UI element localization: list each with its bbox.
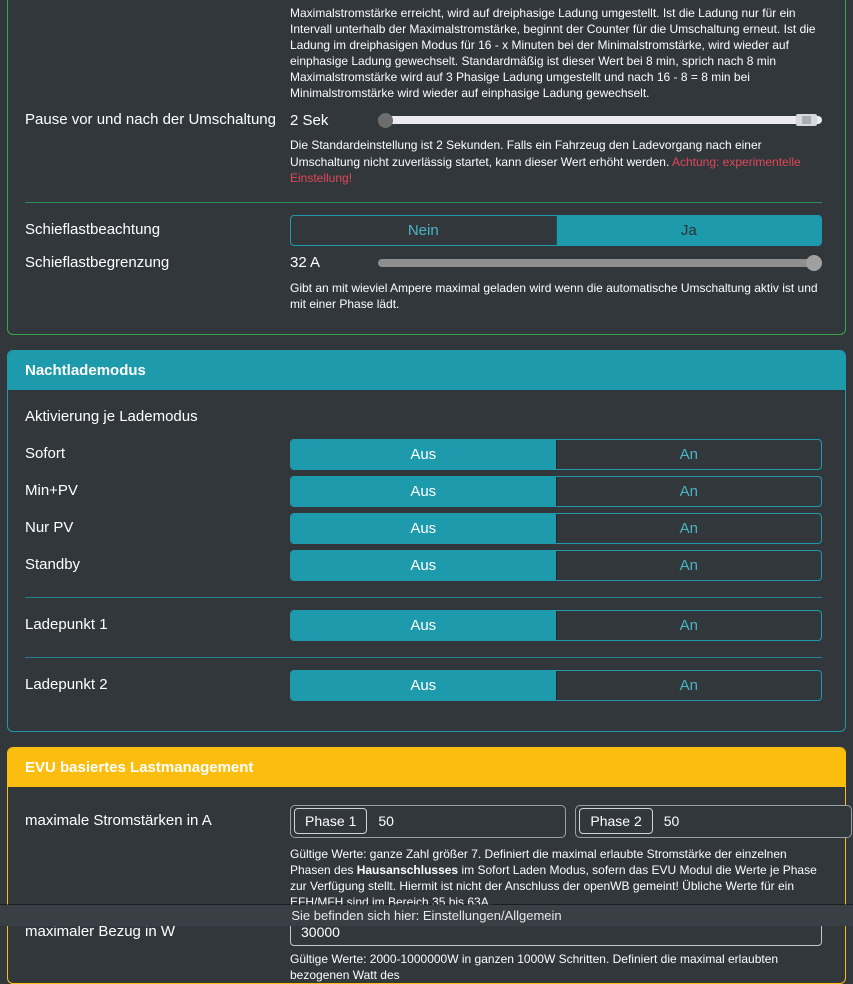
- schieflastbeachtung-control: Nein Ja: [290, 214, 822, 246]
- standby-option-aus[interactable]: Aus: [291, 550, 556, 580]
- toggle-option-ja[interactable]: Ja: [555, 215, 821, 245]
- ladepunkt1-option-aus[interactable]: Aus: [291, 610, 556, 640]
- sofort-option-aus[interactable]: Aus: [291, 439, 556, 469]
- ladepunkt2-label: Ladepunkt 2: [25, 676, 108, 694]
- ladepunkt2-toggle: Aus An: [290, 669, 822, 701]
- pause-label: Pause vor und nach der Umschaltung: [25, 111, 276, 129]
- nurpv-row: Nur PV Aus An: [8, 512, 845, 544]
- phase1-group: Phase 1: [290, 804, 567, 838]
- pause-value: 2 Sek: [290, 111, 329, 129]
- nurpv-toggle: Aus An: [290, 512, 822, 544]
- standby-label: Standby: [25, 556, 81, 574]
- sofort-option-an[interactable]: An: [555, 439, 822, 469]
- schieflastbegrenzung-value: 32 A: [290, 254, 321, 272]
- ladepunkt1-label: Ladepunkt 1: [25, 616, 108, 634]
- minpv-label: Min+PV: [25, 482, 78, 500]
- standby-row: Standby Aus An: [8, 549, 845, 581]
- toggle-option-nein[interactable]: Nein: [407, 221, 439, 239]
- phase-switch-section: Maximalstromstärke erreicht, wird auf dr…: [7, 0, 846, 335]
- bezug-help-partial: Gültige Werte: 2000-1000000W in ganzen 1…: [290, 952, 779, 983]
- schieflastbegrenzung-slider[interactable]: [378, 254, 822, 272]
- schieflastbegrenzung-slider-thumb[interactable]: [806, 254, 822, 271]
- phase2-group: Phase 2: [575, 804, 852, 838]
- pause-help-text: Die Standardeinstellung ist 2 Sekunden. …: [290, 138, 762, 169]
- standby-option-an[interactable]: An: [555, 550, 822, 580]
- stromstaerken-help-pre: Gültige Werte: ganze Zahl größer 7. Defi…: [290, 846, 787, 877]
- green-divider: [25, 201, 822, 203]
- schieflastbeachtung-label: Schieflastbeachtung: [25, 221, 161, 239]
- pause-slider-handle[interactable]: [796, 114, 817, 127]
- nachtlademodus-body: Aktivierung je Lademodus Sofort Aus An M…: [8, 390, 845, 731]
- sofort-label: Sofort: [25, 445, 66, 463]
- minpv-row: Min+PV Aus An: [8, 475, 845, 507]
- breadcrumb: Sie befinden sich hier: Einstellungen/Al…: [291, 908, 562, 923]
- slider-grip-icon: [802, 116, 811, 125]
- minpv-toggle: Aus An: [290, 475, 822, 507]
- ladepunkt1-toggle: Aus An: [290, 609, 822, 641]
- ladepunkt2-row: Ladepunkt 2 Aus An: [8, 669, 845, 701]
- pause-slider-track[interactable]: [378, 116, 822, 125]
- pause-row: Pause vor und nach der Umschaltung 2 Sek: [8, 111, 845, 129]
- phase1-addon-label: Phase 1: [294, 808, 368, 835]
- phase2-input[interactable]: [655, 813, 851, 830]
- nurpv-option-aus[interactable]: Aus: [291, 513, 556, 543]
- breadcrumb-footer: Sie befinden sich hier: Einstellungen/Al…: [0, 905, 853, 926]
- sofort-row: Sofort Aus An: [8, 438, 845, 470]
- standby-toggle: Aus An: [290, 549, 822, 581]
- pause-control: 2 Sek: [290, 111, 822, 129]
- schieflastbegrenzung-slider-track[interactable]: [378, 258, 822, 267]
- schieflastbeachtung-toggle: Nein Ja: [290, 214, 822, 246]
- ladepunkt1-row: Ladepunkt 1 Aus An: [8, 609, 845, 641]
- sofort-toggle: Aus An: [290, 438, 822, 470]
- schieflastbegrenzung-row: Schieflastbegrenzung 32 A: [8, 254, 845, 272]
- phase-switch-description: Maximalstromstärke erreicht, wird auf dr…: [290, 6, 816, 101]
- stromstaerken-help-post: im Sofort Laden Modus, sofern das EVU Mo…: [290, 862, 817, 910]
- schieflastbegrenzung-label: Schieflastbegrenzung: [25, 253, 170, 271]
- teal-divider: [25, 596, 822, 598]
- stromstaerken-row: maximale Stromstärken in A Phase 1 Phase…: [8, 804, 852, 838]
- evu-header: EVU basiertes Lastmanagement: [8, 747, 845, 787]
- stromstaerken-help-bold: Hausanschlusses: [356, 862, 459, 877]
- experimental-warning: Achtung: experimentelle Einstellung!: [290, 154, 801, 185]
- evu-lastmanagement-section: EVU basiertes Lastmanagement maximale St…: [7, 746, 852, 984]
- minpv-option-an[interactable]: An: [555, 476, 822, 506]
- evu-body: maximale Stromstärken in A Phase 1 Phase…: [8, 787, 852, 983]
- aktivierung-subheading: Aktivierung je Lademodus: [25, 407, 198, 425]
- phase1-input[interactable]: [370, 813, 566, 830]
- stromstaerken-control: Phase 1 Phase 2 Phase 3: [290, 804, 852, 838]
- nurpv-option-an[interactable]: An: [555, 513, 822, 543]
- schieflastbegrenzung-control: 32 A: [290, 254, 822, 272]
- minpv-option-aus[interactable]: Aus: [291, 476, 556, 506]
- pause-slider[interactable]: [378, 111, 822, 129]
- nachtlademodus-section: Nachtlademodus Aktivierung je Lademodus …: [7, 349, 846, 732]
- ladepunkt1-option-an[interactable]: An: [555, 610, 822, 640]
- teal-divider: [25, 656, 822, 658]
- stromstaerken-label: maximale Stromstärken in A: [25, 812, 212, 830]
- stromstaerken-help: Gültige Werte: ganze Zahl größer 7. Defi…: [290, 846, 822, 910]
- pause-slider-thumb[interactable]: [378, 113, 393, 129]
- nachtlademodus-header: Nachtlademodus: [8, 350, 845, 390]
- phase2-addon-label: Phase 2: [579, 808, 653, 835]
- schieflastbeachtung-row: Schieflastbeachtung Nein Ja: [8, 214, 845, 246]
- nurpv-label: Nur PV: [25, 519, 74, 537]
- pause-help: Die Standardeinstellung ist 2 Sekunden. …: [290, 137, 822, 185]
- ladepunkt2-option-aus[interactable]: Aus: [291, 670, 556, 700]
- ladepunkt2-option-an[interactable]: An: [555, 670, 822, 700]
- schieflastbegrenzung-help: Gibt an mit wieviel Ampere maximal gelad…: [290, 280, 818, 311]
